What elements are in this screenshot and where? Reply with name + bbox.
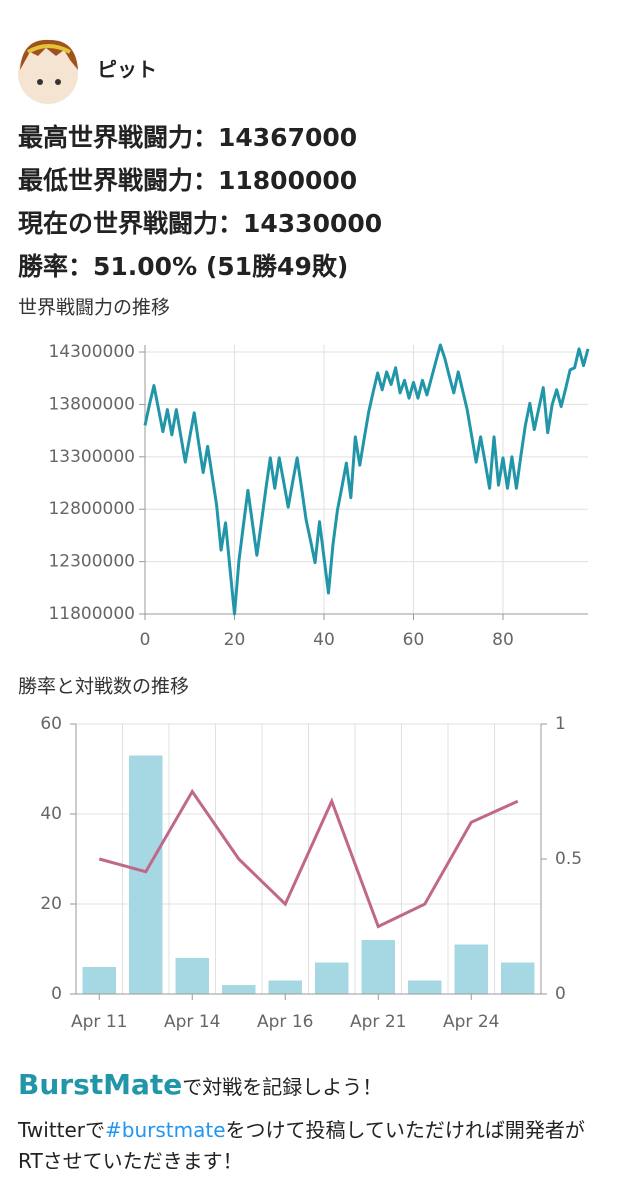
brand: BurstMate xyxy=(18,1068,183,1101)
y2-tick-label: 0.5 xyxy=(555,849,582,869)
line xyxy=(143,343,590,616)
bar xyxy=(315,962,349,994)
x-tick-label: 60 xyxy=(403,630,425,650)
bar xyxy=(361,940,395,994)
hashtag-link[interactable]: #burstmate xyxy=(105,1118,226,1142)
bar xyxy=(408,980,442,994)
bar xyxy=(129,755,163,994)
x-tick-label: Apr 14 xyxy=(164,1012,220,1032)
bar xyxy=(268,980,302,994)
x-tick-label: Apr 16 xyxy=(257,1012,313,1032)
avatar xyxy=(18,39,78,104)
y-tick-label: 14300000 xyxy=(48,342,135,362)
chart-title: 勝率と対戦数の推移 xyxy=(18,676,189,698)
y-tick-label: 13800000 xyxy=(48,394,135,414)
stat: 現在の世界戦闘力：14330000 xyxy=(18,209,382,238)
bar xyxy=(501,962,535,994)
stat: 最高世界戦闘力：14367000 xyxy=(18,123,357,152)
y2-tick-label: 0 xyxy=(555,984,566,1004)
x-tick-label: 20 xyxy=(224,630,246,650)
chart-title: 世界戦闘力の推移 xyxy=(18,297,170,319)
x-tick-label: 0 xyxy=(140,630,151,650)
y2-tick-label: 1 xyxy=(555,714,566,734)
line xyxy=(98,788,519,929)
y-tick-label: 0 xyxy=(51,984,62,1004)
tagline: で対戦を記録しよう！ xyxy=(182,1075,383,1099)
bar xyxy=(454,944,488,994)
y-tick-label: 40 xyxy=(40,804,62,824)
stat: 最低世界戦闘力：11800000 xyxy=(18,166,357,195)
y-tick-label: 11800000 xyxy=(48,604,135,624)
x-tick-label: Apr 21 xyxy=(350,1012,406,1032)
x-tick-label: 40 xyxy=(313,630,335,650)
x-tick-label: Apr 24 xyxy=(443,1012,499,1032)
x-tick-label: 80 xyxy=(492,630,514,650)
y-tick-label: 20 xyxy=(40,894,62,914)
user-name: ピット xyxy=(97,58,157,82)
x-tick-label: Apr 11 xyxy=(71,1012,127,1032)
footer: BurstMateで対戦を記録しよう！ Twitterで#burstmateをつ… xyxy=(18,1068,608,1177)
bar xyxy=(222,985,256,994)
bar xyxy=(82,967,116,994)
notice: Twitterで#burstmateをつけて投稿していただければ開発者がRTさせ… xyxy=(18,1115,608,1177)
text: Twitterで xyxy=(18,1118,106,1142)
y-tick-label: 60 xyxy=(40,714,62,734)
text: をつけて投稿していただければ開発者がRTさせていただきます！ xyxy=(18,1118,585,1173)
bar xyxy=(175,958,209,994)
y-tick-label: 12300000 xyxy=(48,552,135,572)
y-tick-label: 12800000 xyxy=(48,499,135,519)
stat: 勝率：51.00% (51勝49敗) xyxy=(18,252,348,281)
y-tick-label: 13300000 xyxy=(48,447,135,467)
